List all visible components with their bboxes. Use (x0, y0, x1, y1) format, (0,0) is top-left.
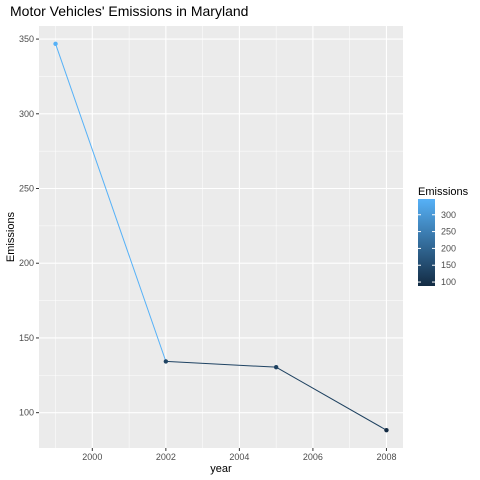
legend-tick-label: 250 (441, 227, 456, 237)
x-tick-label: 2008 (376, 452, 396, 462)
x-tick-label: 2004 (229, 452, 249, 462)
grid-minor (39, 26, 403, 448)
data-point (163, 359, 169, 364)
legend-tick-label: 150 (441, 260, 456, 270)
y-tick-label: 300 (19, 109, 34, 119)
legend-tick-label: 200 (441, 243, 456, 253)
x-tick-label: 2000 (82, 452, 102, 462)
legend-tick-label: 100 (441, 277, 456, 287)
x-tick-label: 2006 (303, 452, 323, 462)
y-tick-label: 350 (19, 34, 34, 44)
series-points (53, 41, 389, 433)
y-tick-label: 200 (19, 258, 34, 268)
y-axis-title: Emissions (5, 211, 17, 262)
y-axis-ticks: 100 150 200 250 300 350 (19, 34, 39, 418)
data-point (53, 41, 58, 47)
line-segment (165, 360, 277, 368)
legend-ticks: 100 150 200 250 300 (418, 210, 456, 287)
legend-title: Emissions (418, 186, 469, 198)
y-tick-label: 100 (19, 408, 34, 418)
data-point (273, 364, 279, 370)
line-segment (55, 43, 167, 362)
legend-colorbar (418, 199, 435, 286)
grid-major (39, 26, 403, 448)
x-tick-label: 2002 (156, 452, 176, 462)
series-line (55, 43, 387, 431)
x-axis-ticks: 2000 2002 2004 2006 2008 (82, 448, 396, 462)
y-tick-label: 150 (19, 333, 34, 343)
legend-tick-label: 300 (441, 210, 456, 220)
plot-panel (39, 26, 403, 448)
legend: Emissions 100 150 200 250 300 (418, 186, 469, 287)
y-tick-label: 250 (19, 184, 34, 194)
chart-title: Motor Vehicles' Emissions in Maryland (10, 3, 248, 19)
line-segment (275, 366, 387, 431)
data-point (384, 427, 389, 433)
x-axis-title: year (210, 463, 232, 475)
